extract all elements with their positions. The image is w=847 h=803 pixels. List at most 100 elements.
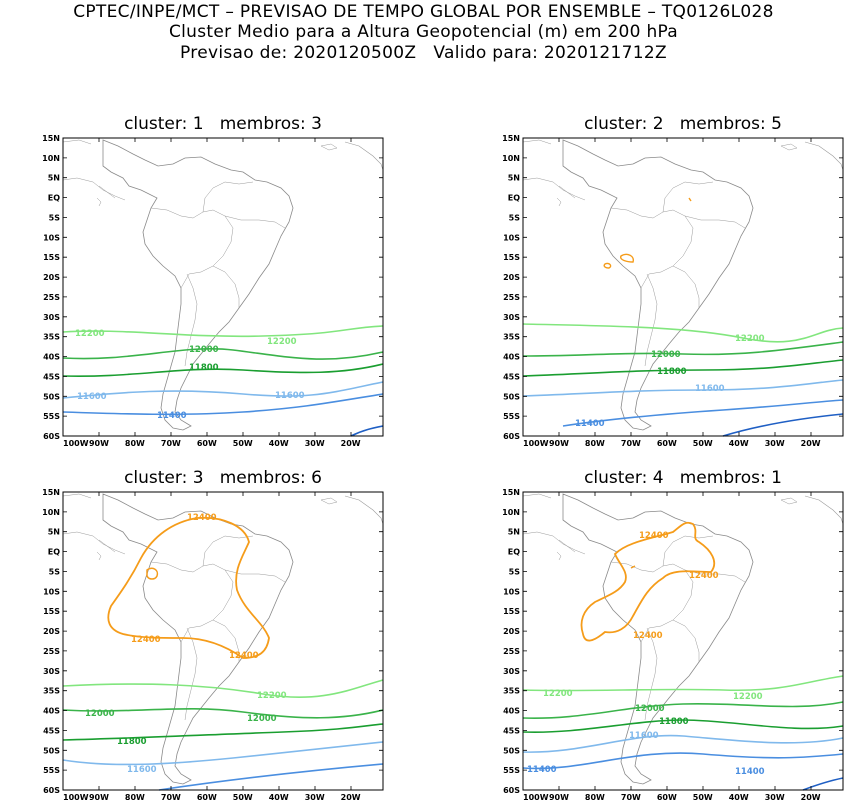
lat-label: 10S	[503, 587, 520, 596]
contour-11800	[522, 359, 844, 377]
lat-label: 30S	[503, 667, 520, 676]
lat-label: EQ	[48, 548, 60, 557]
lon-label: 20W	[801, 793, 821, 802]
lon-label: 80W	[585, 439, 605, 448]
label-12200-b: 12200	[267, 337, 297, 347]
lat-label: 30S	[503, 313, 520, 322]
contour-12200	[62, 325, 384, 338]
contour-11400	[522, 752, 844, 770]
lat-label: 15N	[502, 488, 520, 497]
lon-label: 90W	[89, 439, 109, 448]
lon-label: 90W	[89, 793, 109, 802]
lon-label: 60W	[657, 439, 677, 448]
lon-label: 40W	[729, 793, 749, 802]
lat-label: 55S	[503, 766, 520, 775]
axis-tick-labels: 15N 10N 5N EQ 5S 10S 15S 20S 25S 30S 35S 40S 45S 50S 5…	[42, 134, 821, 802]
lon-label: 90W	[549, 793, 569, 802]
lat-label: 50S	[43, 746, 60, 755]
lon-label: 30W	[765, 439, 785, 448]
lat-label: 60S	[503, 786, 520, 795]
lat-label: 15S	[43, 253, 60, 262]
contour-11600	[62, 741, 384, 766]
label-11800: 11800	[659, 717, 689, 727]
label-12400-c: 12400	[229, 651, 259, 661]
header-line-3: Previsao de: 2020120500Z Valido para: 20…	[180, 43, 667, 63]
label-11600: 11600	[127, 765, 157, 775]
lon-label: 50W	[233, 793, 253, 802]
lat-label: 55S	[43, 412, 60, 421]
lat-label: 15N	[502, 134, 520, 143]
lat-label: 10N	[42, 154, 60, 163]
contour-12400-b	[630, 565, 636, 569]
lat-label: 15S	[503, 607, 520, 616]
contour-12000	[62, 347, 384, 360]
lon-label: 30W	[305, 439, 325, 448]
lat-label: EQ	[508, 548, 520, 557]
contour-12400-b	[603, 262, 612, 269]
lat-label: 60S	[43, 432, 60, 441]
label-12200-a: 12200	[543, 689, 573, 699]
lat-label: 5S	[49, 567, 61, 576]
contour-deep	[350, 425, 384, 437]
lat-label: 30S	[43, 667, 60, 676]
label-11400-a: 11400	[527, 765, 557, 775]
label-12200-a: 12200	[75, 329, 105, 339]
contour-12400-a	[107, 516, 270, 659]
lat-label: 10N	[502, 154, 520, 163]
label-11600-b: 11600	[275, 391, 305, 401]
lon-label: 80W	[125, 439, 145, 448]
label-12200-b: 12200	[733, 692, 763, 702]
contour-11600	[522, 379, 844, 397]
contour-12000	[522, 701, 844, 719]
contour-11600	[522, 734, 844, 753]
panel-2-title: cluster: 2 membros: 5	[584, 114, 782, 134]
lat-label: 25S	[43, 647, 60, 656]
lat-label: 45S	[43, 372, 60, 381]
contour-12000	[522, 341, 844, 357]
lon-label: 40W	[729, 439, 749, 448]
lon-label: 60W	[657, 793, 677, 802]
lon-label: 100W	[63, 439, 89, 448]
lat-label: 55S	[43, 766, 60, 775]
lon-label: 70W	[161, 439, 181, 448]
lat-label: 15N	[42, 488, 60, 497]
label-12000-a: 12000	[85, 709, 115, 719]
coastline	[62, 139, 384, 431]
lon-label: 50W	[693, 439, 713, 448]
header-line-1: CPTEC/INPE/MCT – PREVISAO DE TEMPO GLOBA…	[73, 2, 774, 22]
contour-12200	[522, 323, 844, 343]
lat-label: 35S	[43, 333, 60, 342]
lon-label: 70W	[621, 439, 641, 448]
label-12400-a: 12400	[187, 513, 217, 523]
lat-label: 45S	[503, 372, 520, 381]
contour-deep	[802, 777, 844, 791]
contour-12400-c	[688, 197, 692, 202]
contour-12000	[62, 708, 384, 719]
label-11600: 11600	[629, 731, 659, 741]
coastline	[62, 493, 384, 785]
lat-label: 60S	[503, 432, 520, 441]
lon-label: 20W	[341, 439, 361, 448]
lat-label: 25S	[43, 293, 60, 302]
lon-label: 80W	[585, 793, 605, 802]
lat-label: 20S	[503, 273, 520, 282]
label-11400-b: 11400	[735, 767, 765, 777]
lon-label: 30W	[765, 793, 785, 802]
contour-12400-a	[620, 253, 634, 263]
lat-label: 40S	[503, 707, 520, 716]
label-11800: 11800	[657, 367, 687, 377]
contour-11400	[562, 399, 844, 427]
lat-label: 35S	[43, 687, 60, 696]
contour-11800	[62, 723, 384, 741]
lat-label: 20S	[43, 273, 60, 282]
lat-label: 5N	[508, 528, 520, 537]
panel-2-map: 12200 12000 11800 11600 11400	[522, 137, 844, 437]
lon-label: 40W	[269, 793, 289, 802]
lon-label: 100W	[523, 439, 549, 448]
lat-label: 25S	[503, 647, 520, 656]
lon-label: 70W	[161, 793, 181, 802]
contour-deep	[722, 413, 844, 437]
lat-label: 20S	[503, 627, 520, 636]
header-line-2: Cluster Medio para a Altura Geopotencial…	[168, 22, 679, 42]
label-12400-b: 12400	[131, 635, 161, 645]
